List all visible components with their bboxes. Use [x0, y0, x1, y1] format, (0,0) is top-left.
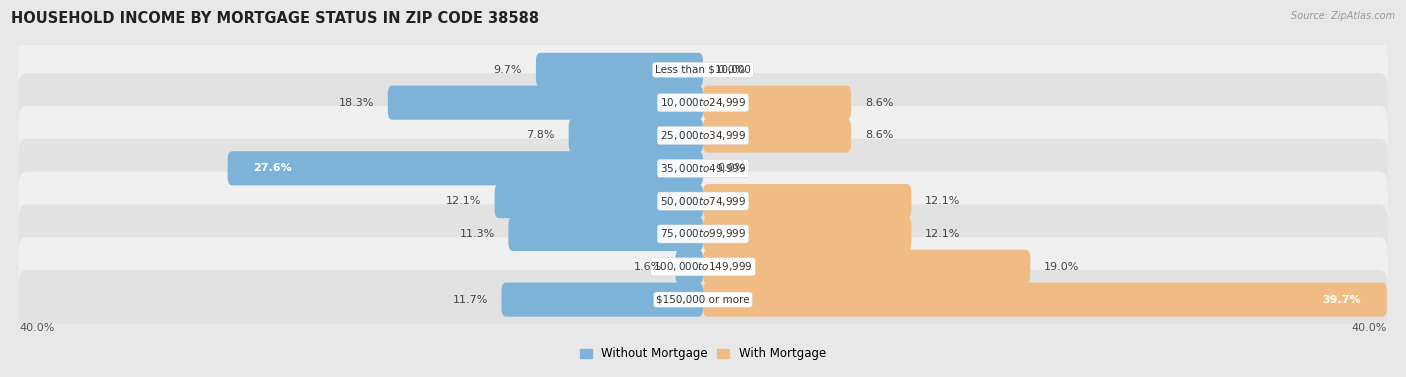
FancyBboxPatch shape	[18, 270, 1388, 329]
FancyBboxPatch shape	[18, 139, 1388, 198]
Text: $150,000 or more: $150,000 or more	[657, 294, 749, 305]
FancyBboxPatch shape	[703, 86, 851, 120]
Text: 12.1%: 12.1%	[925, 229, 960, 239]
Text: 0.0%: 0.0%	[717, 65, 745, 75]
Text: 12.1%: 12.1%	[925, 196, 960, 206]
FancyBboxPatch shape	[18, 172, 1388, 231]
FancyBboxPatch shape	[703, 184, 911, 218]
Text: 39.7%: 39.7%	[1322, 294, 1361, 305]
Text: 12.1%: 12.1%	[446, 196, 481, 206]
Text: Source: ZipAtlas.com: Source: ZipAtlas.com	[1291, 11, 1395, 21]
FancyBboxPatch shape	[703, 250, 1031, 284]
Legend: Without Mortgage, With Mortgage: Without Mortgage, With Mortgage	[581, 347, 825, 360]
FancyBboxPatch shape	[18, 106, 1388, 165]
FancyBboxPatch shape	[703, 118, 851, 153]
FancyBboxPatch shape	[388, 86, 703, 120]
Text: 11.7%: 11.7%	[453, 294, 488, 305]
FancyBboxPatch shape	[228, 151, 703, 185]
FancyBboxPatch shape	[18, 237, 1388, 296]
FancyBboxPatch shape	[18, 73, 1388, 132]
Text: 40.0%: 40.0%	[1351, 323, 1386, 333]
FancyBboxPatch shape	[18, 204, 1388, 264]
Text: $100,000 to $149,999: $100,000 to $149,999	[654, 260, 752, 273]
FancyBboxPatch shape	[568, 118, 703, 153]
Text: HOUSEHOLD INCOME BY MORTGAGE STATUS IN ZIP CODE 38588: HOUSEHOLD INCOME BY MORTGAGE STATUS IN Z…	[11, 11, 540, 26]
FancyBboxPatch shape	[675, 250, 703, 284]
Text: 18.3%: 18.3%	[339, 98, 374, 108]
Text: 8.6%: 8.6%	[865, 130, 893, 141]
Text: 11.3%: 11.3%	[460, 229, 495, 239]
FancyBboxPatch shape	[18, 40, 1388, 100]
Text: 9.7%: 9.7%	[494, 65, 522, 75]
Text: 27.6%: 27.6%	[253, 163, 292, 173]
FancyBboxPatch shape	[509, 217, 703, 251]
Text: $75,000 to $99,999: $75,000 to $99,999	[659, 227, 747, 241]
Text: Less than $10,000: Less than $10,000	[655, 65, 751, 75]
Text: $50,000 to $74,999: $50,000 to $74,999	[659, 195, 747, 208]
Text: 40.0%: 40.0%	[20, 323, 55, 333]
FancyBboxPatch shape	[703, 217, 911, 251]
Text: $25,000 to $34,999: $25,000 to $34,999	[659, 129, 747, 142]
Text: 19.0%: 19.0%	[1045, 262, 1080, 272]
FancyBboxPatch shape	[495, 184, 703, 218]
Text: $35,000 to $49,999: $35,000 to $49,999	[659, 162, 747, 175]
Text: 1.6%: 1.6%	[634, 262, 662, 272]
FancyBboxPatch shape	[502, 282, 703, 317]
Text: $10,000 to $24,999: $10,000 to $24,999	[659, 96, 747, 109]
Text: 0.0%: 0.0%	[717, 163, 745, 173]
Text: 7.8%: 7.8%	[526, 130, 555, 141]
FancyBboxPatch shape	[536, 53, 703, 87]
FancyBboxPatch shape	[703, 282, 1386, 317]
Text: 8.6%: 8.6%	[865, 98, 893, 108]
